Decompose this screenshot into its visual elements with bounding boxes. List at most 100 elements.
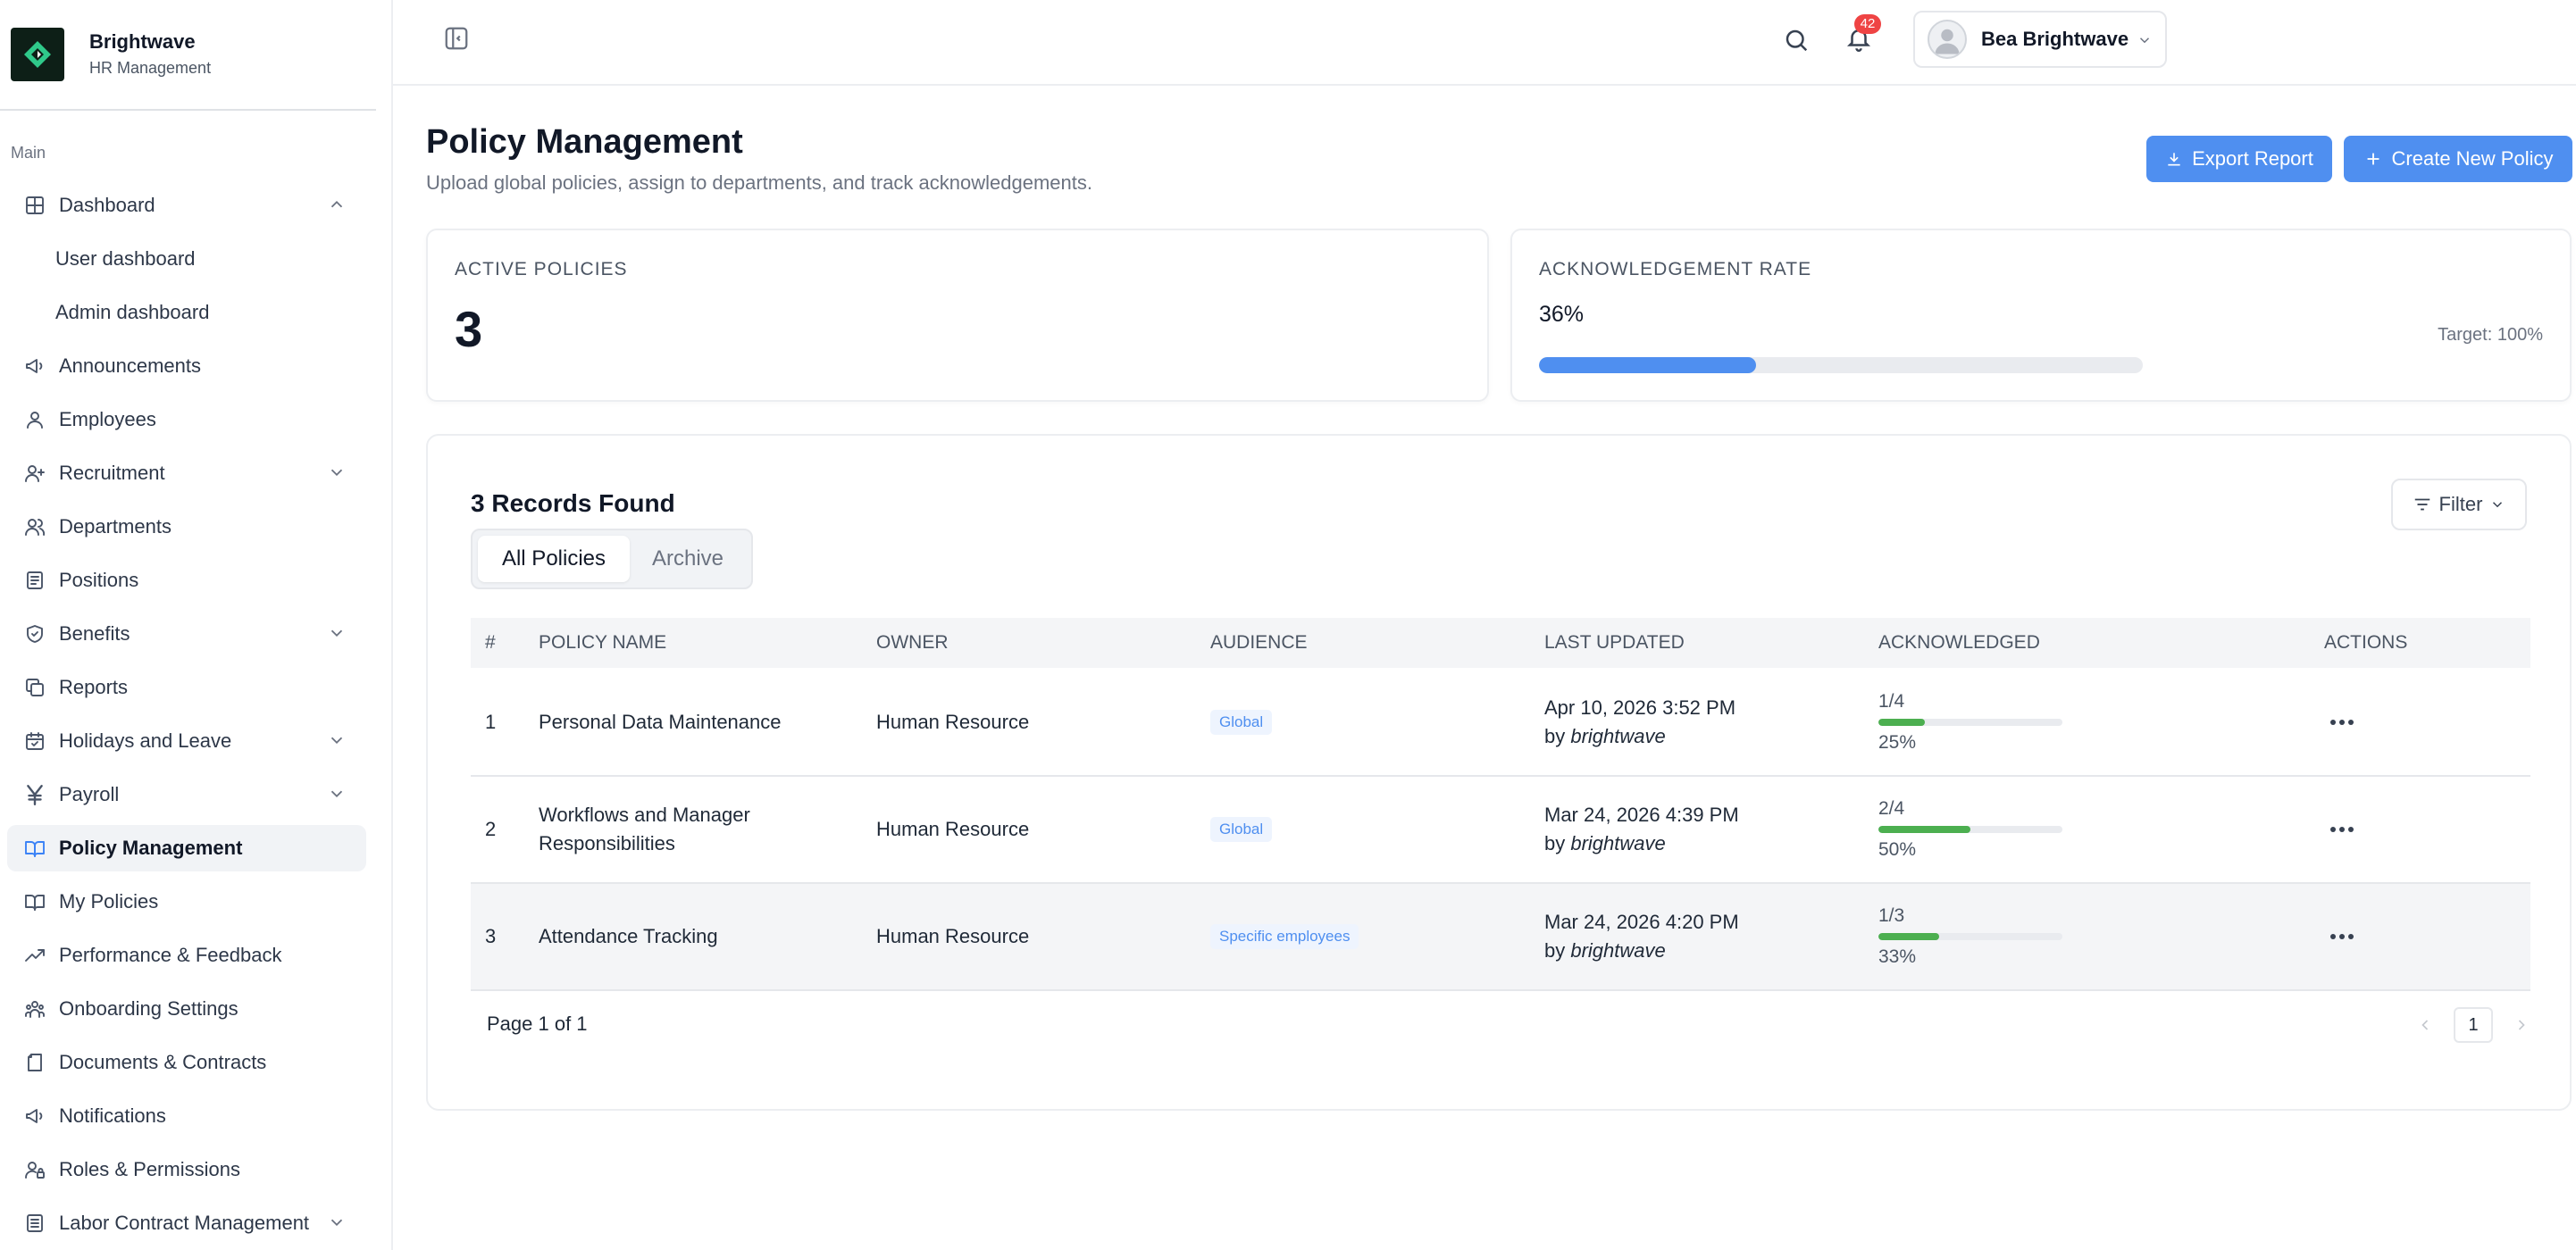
chevron-left-icon[interactable] (2416, 1016, 2434, 1034)
table-row[interactable]: 2 Workflows and Manager Responsibilities… (471, 777, 2530, 884)
policy-name[interactable]: Attendance Tracking (539, 925, 718, 947)
table-header: # POLICY NAME OWNER AUDIENCE LAST UPDATE… (471, 618, 2530, 668)
chevron-down-icon[interactable] (327, 462, 347, 482)
sidebar-item-label: Labor Contract Management (59, 1212, 310, 1234)
column-header-audience[interactable]: AUDIENCE (1210, 632, 1308, 653)
user-name: Bea Brightwave (1981, 28, 2129, 50)
column-header-number: # (485, 632, 496, 653)
user-menu-button[interactable]: Bea Brightwave (1913, 11, 2167, 68)
last-updated-date: Apr 10, 2026 3:52 PM (1544, 696, 1736, 719)
sidebar-item-my-policies[interactable]: My Policies (7, 879, 366, 925)
chevron-down-icon[interactable] (327, 1212, 347, 1232)
audience-cell: Specific employees (1210, 884, 1359, 989)
column-header-acknowledged[interactable]: ACKNOWLEDGED (1878, 632, 2040, 653)
sidebar-item-reports[interactable]: Reports (7, 664, 366, 711)
sidebar-item-labor-contract-management[interactable]: Labor Contract Management (7, 1200, 366, 1246)
yen-icon (23, 783, 46, 806)
search-icon[interactable] (1783, 27, 1810, 54)
updated-by-prefix: by (1544, 725, 1571, 747)
records-count: 3 Records Found (471, 489, 675, 517)
sidebar-item-onboarding-settings[interactable]: Onboarding Settings (7, 986, 366, 1032)
table-row[interactable]: 3 Attendance Tracking Human Resource Spe… (471, 884, 2530, 991)
chevron-down-icon[interactable] (327, 730, 347, 750)
sidebar-item-user-dashboard[interactable]: User dashboard (7, 236, 366, 282)
filter-icon (2414, 498, 2430, 511)
export-report-button[interactable]: Export Report (2146, 136, 2332, 182)
sidebar-item-roles-and-permissions[interactable]: Roles & Permissions (7, 1146, 366, 1193)
row-number: 3 (485, 925, 497, 947)
grid-icon (23, 194, 46, 217)
audience-badge: Global (1210, 817, 1273, 842)
chevron-down-icon (2493, 502, 2503, 508)
row-number: 1 (485, 711, 497, 733)
sidebar-item-recruitment[interactable]: Recruitment (7, 450, 366, 496)
sidebar-item-label: Performance & Feedback (59, 944, 282, 966)
sidebar-item-benefits[interactable]: Benefits (7, 611, 366, 657)
sidebar-item-notifications[interactable]: Notifications (7, 1093, 366, 1139)
page-info: Page 1 of 1 (487, 1012, 588, 1035)
sidebar-item-admin-dashboard[interactable]: Admin dashboard (7, 289, 366, 336)
sidebar-item-label: User dashboard (55, 247, 196, 270)
policy-name[interactable]: Personal Data Maintenance (539, 711, 782, 733)
sidebar-item-holidays-and-leave[interactable]: Holidays and Leave (7, 718, 366, 764)
sidebar-item-payroll[interactable]: Payroll (7, 771, 366, 818)
last-updated-date: Mar 24, 2026 4:20 PM (1544, 911, 1739, 933)
chevron-down-icon[interactable] (327, 784, 347, 804)
more-actions-icon[interactable] (2324, 709, 2360, 736)
acknowledged-progress-fill (1878, 933, 1939, 940)
acknowledged-percent: 33% (1878, 946, 1917, 967)
target-label: Target: 100% (2438, 325, 2543, 345)
sidebar-item-employees[interactable]: Employees (7, 396, 366, 443)
table-row[interactable]: 1 Personal Data Maintenance Human Resour… (471, 670, 2530, 777)
acknowledged-percent: 25% (1878, 732, 1917, 753)
brand-name: Brightwave (89, 30, 196, 53)
team-icon (23, 997, 46, 1021)
more-actions-icon[interactable] (2324, 816, 2360, 843)
sidebar-item-positions[interactable]: Positions (7, 557, 366, 604)
acknowledged-cell: 1/3 33% (1878, 884, 2062, 989)
policy-owner: Human Resource (876, 818, 1030, 840)
sidebar-item-announcements[interactable]: Announcements (7, 343, 366, 389)
filter-label: Filter (2438, 493, 2483, 515)
acknowledgement-progress-fill (1539, 357, 1757, 373)
acknowledged-cell: 1/4 25% (1878, 670, 2062, 775)
acknowledged-progress-fill (1878, 826, 1970, 833)
chevron-right-icon[interactable] (2513, 1016, 2530, 1034)
chevron-down-icon[interactable] (327, 623, 347, 643)
brand[interactable]: Brightwave HR Management (0, 0, 376, 111)
sidebar-item-label: Reports (59, 676, 129, 698)
policy-name[interactable]: Workflows and Manager Responsibilities (539, 804, 750, 854)
sidebar-item-label: Employees (59, 408, 156, 430)
doc-lines-icon (23, 1212, 46, 1235)
sidebar-item-documents-and-contracts[interactable]: Documents & Contracts (7, 1039, 366, 1086)
chevron-up-icon[interactable] (327, 195, 347, 214)
page-number-button[interactable]: 1 (2454, 1007, 2493, 1043)
sidebar-item-policy-management[interactable]: Policy Management (7, 825, 366, 871)
active-policies-value: 3 (455, 301, 483, 357)
acknowledgement-progress-bar (1539, 357, 2143, 373)
column-header-policy-name[interactable]: POLICY NAME (539, 632, 667, 653)
policy-owner: Human Resource (876, 925, 1030, 947)
chevron-down-icon (2139, 38, 2150, 44)
filter-button[interactable]: Filter (2391, 479, 2527, 530)
create-policy-button[interactable]: Create New Policy (2344, 136, 2572, 182)
sidebar-toggle-icon[interactable] (443, 25, 470, 52)
download-icon (2168, 153, 2180, 166)
policies-panel: 3 Records Found All Policies Archive Fil… (426, 434, 2572, 1111)
acknowledgement-rate-value: 36% (1539, 302, 1585, 327)
sidebar-item-departments[interactable]: Departments (7, 504, 366, 550)
more-actions-icon[interactable] (2324, 923, 2360, 950)
updated-by-prefix: by (1544, 832, 1571, 854)
column-header-last-updated[interactable]: LAST UPDATED (1544, 632, 1685, 653)
acknowledged-progress-bar (1878, 933, 2062, 940)
plus-icon (2367, 153, 2379, 165)
trend-icon (23, 944, 46, 967)
sidebar-item-dashboard[interactable]: Dashboard (7, 182, 366, 229)
updated-by: by brightwave (1544, 937, 1666, 965)
tab-all-policies[interactable]: All Policies (478, 536, 630, 582)
sidebar-item-performance-and-feedback[interactable]: Performance & Feedback (7, 932, 366, 979)
tab-archive[interactable]: Archive (651, 546, 724, 571)
copy-icon (23, 676, 46, 699)
column-header-owner[interactable]: OWNER (876, 632, 949, 653)
acknowledged-progress-fill (1878, 719, 1925, 726)
